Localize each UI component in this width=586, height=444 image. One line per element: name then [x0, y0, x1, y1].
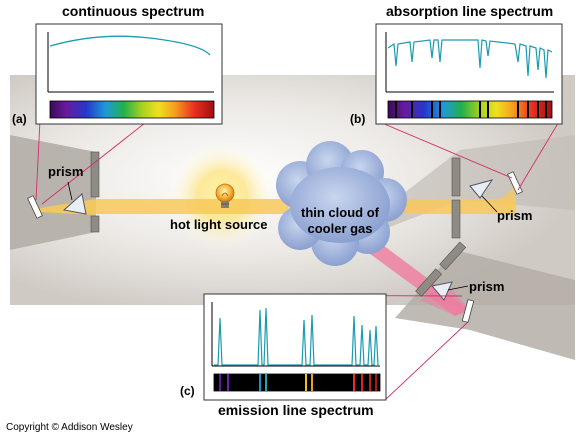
panel-absorption — [375, 23, 563, 125]
prism-label-right: prism — [497, 208, 533, 223]
panel-a-label: (a) — [12, 112, 27, 126]
screen-right — [451, 157, 461, 239]
panel-emission — [203, 293, 387, 401]
screen-lower — [415, 241, 467, 297]
absorption-spectrum-title: absorption line spectrum — [386, 3, 554, 19]
leader-b1 — [381, 122, 513, 179]
prism-lower — [431, 281, 453, 301]
screen-left — [90, 151, 100, 233]
cloud-label-line1: thin cloud of — [301, 205, 379, 220]
continuous-curve — [49, 35, 211, 56]
cloud-label-line2: cooler gas — [307, 221, 373, 236]
emission-lines — [219, 374, 377, 391]
left-shadow — [10, 135, 96, 250]
absorption-band — [387, 100, 553, 119]
prism-label-lower: prism — [469, 279, 505, 294]
continuous-spectrum-title: continuous spectrum — [62, 3, 205, 19]
lower-shadow — [395, 250, 575, 360]
continuous-band — [49, 100, 215, 119]
light-source-label: hot light source — [170, 217, 268, 232]
leader-c2 — [384, 321, 469, 401]
leader-a1 — [35, 119, 41, 201]
emission-band — [213, 373, 381, 392]
beam-right-end — [500, 186, 515, 214]
leader-a2 — [41, 122, 146, 205]
panel-b-label: (b) — [350, 112, 366, 126]
emission-curve — [214, 307, 379, 366]
detector-lower — [461, 299, 475, 323]
copyright-text: Copyright © Addison Wesley — [6, 422, 133, 433]
emission-spectrum-title: emission line spectrum — [218, 402, 374, 418]
panel-continuous — [35, 23, 223, 125]
prism-label-left: prism — [48, 164, 84, 179]
light-bulb — [215, 183, 235, 208]
absorption-lines — [395, 101, 547, 118]
prism-left — [62, 193, 87, 215]
detector-left — [27, 195, 43, 219]
panel-c-label: (c) — [180, 384, 195, 398]
prism-right — [469, 179, 494, 199]
leader-b2 — [517, 119, 561, 191]
absorption-curve — [387, 39, 553, 79]
gas-cloud — [276, 141, 407, 266]
